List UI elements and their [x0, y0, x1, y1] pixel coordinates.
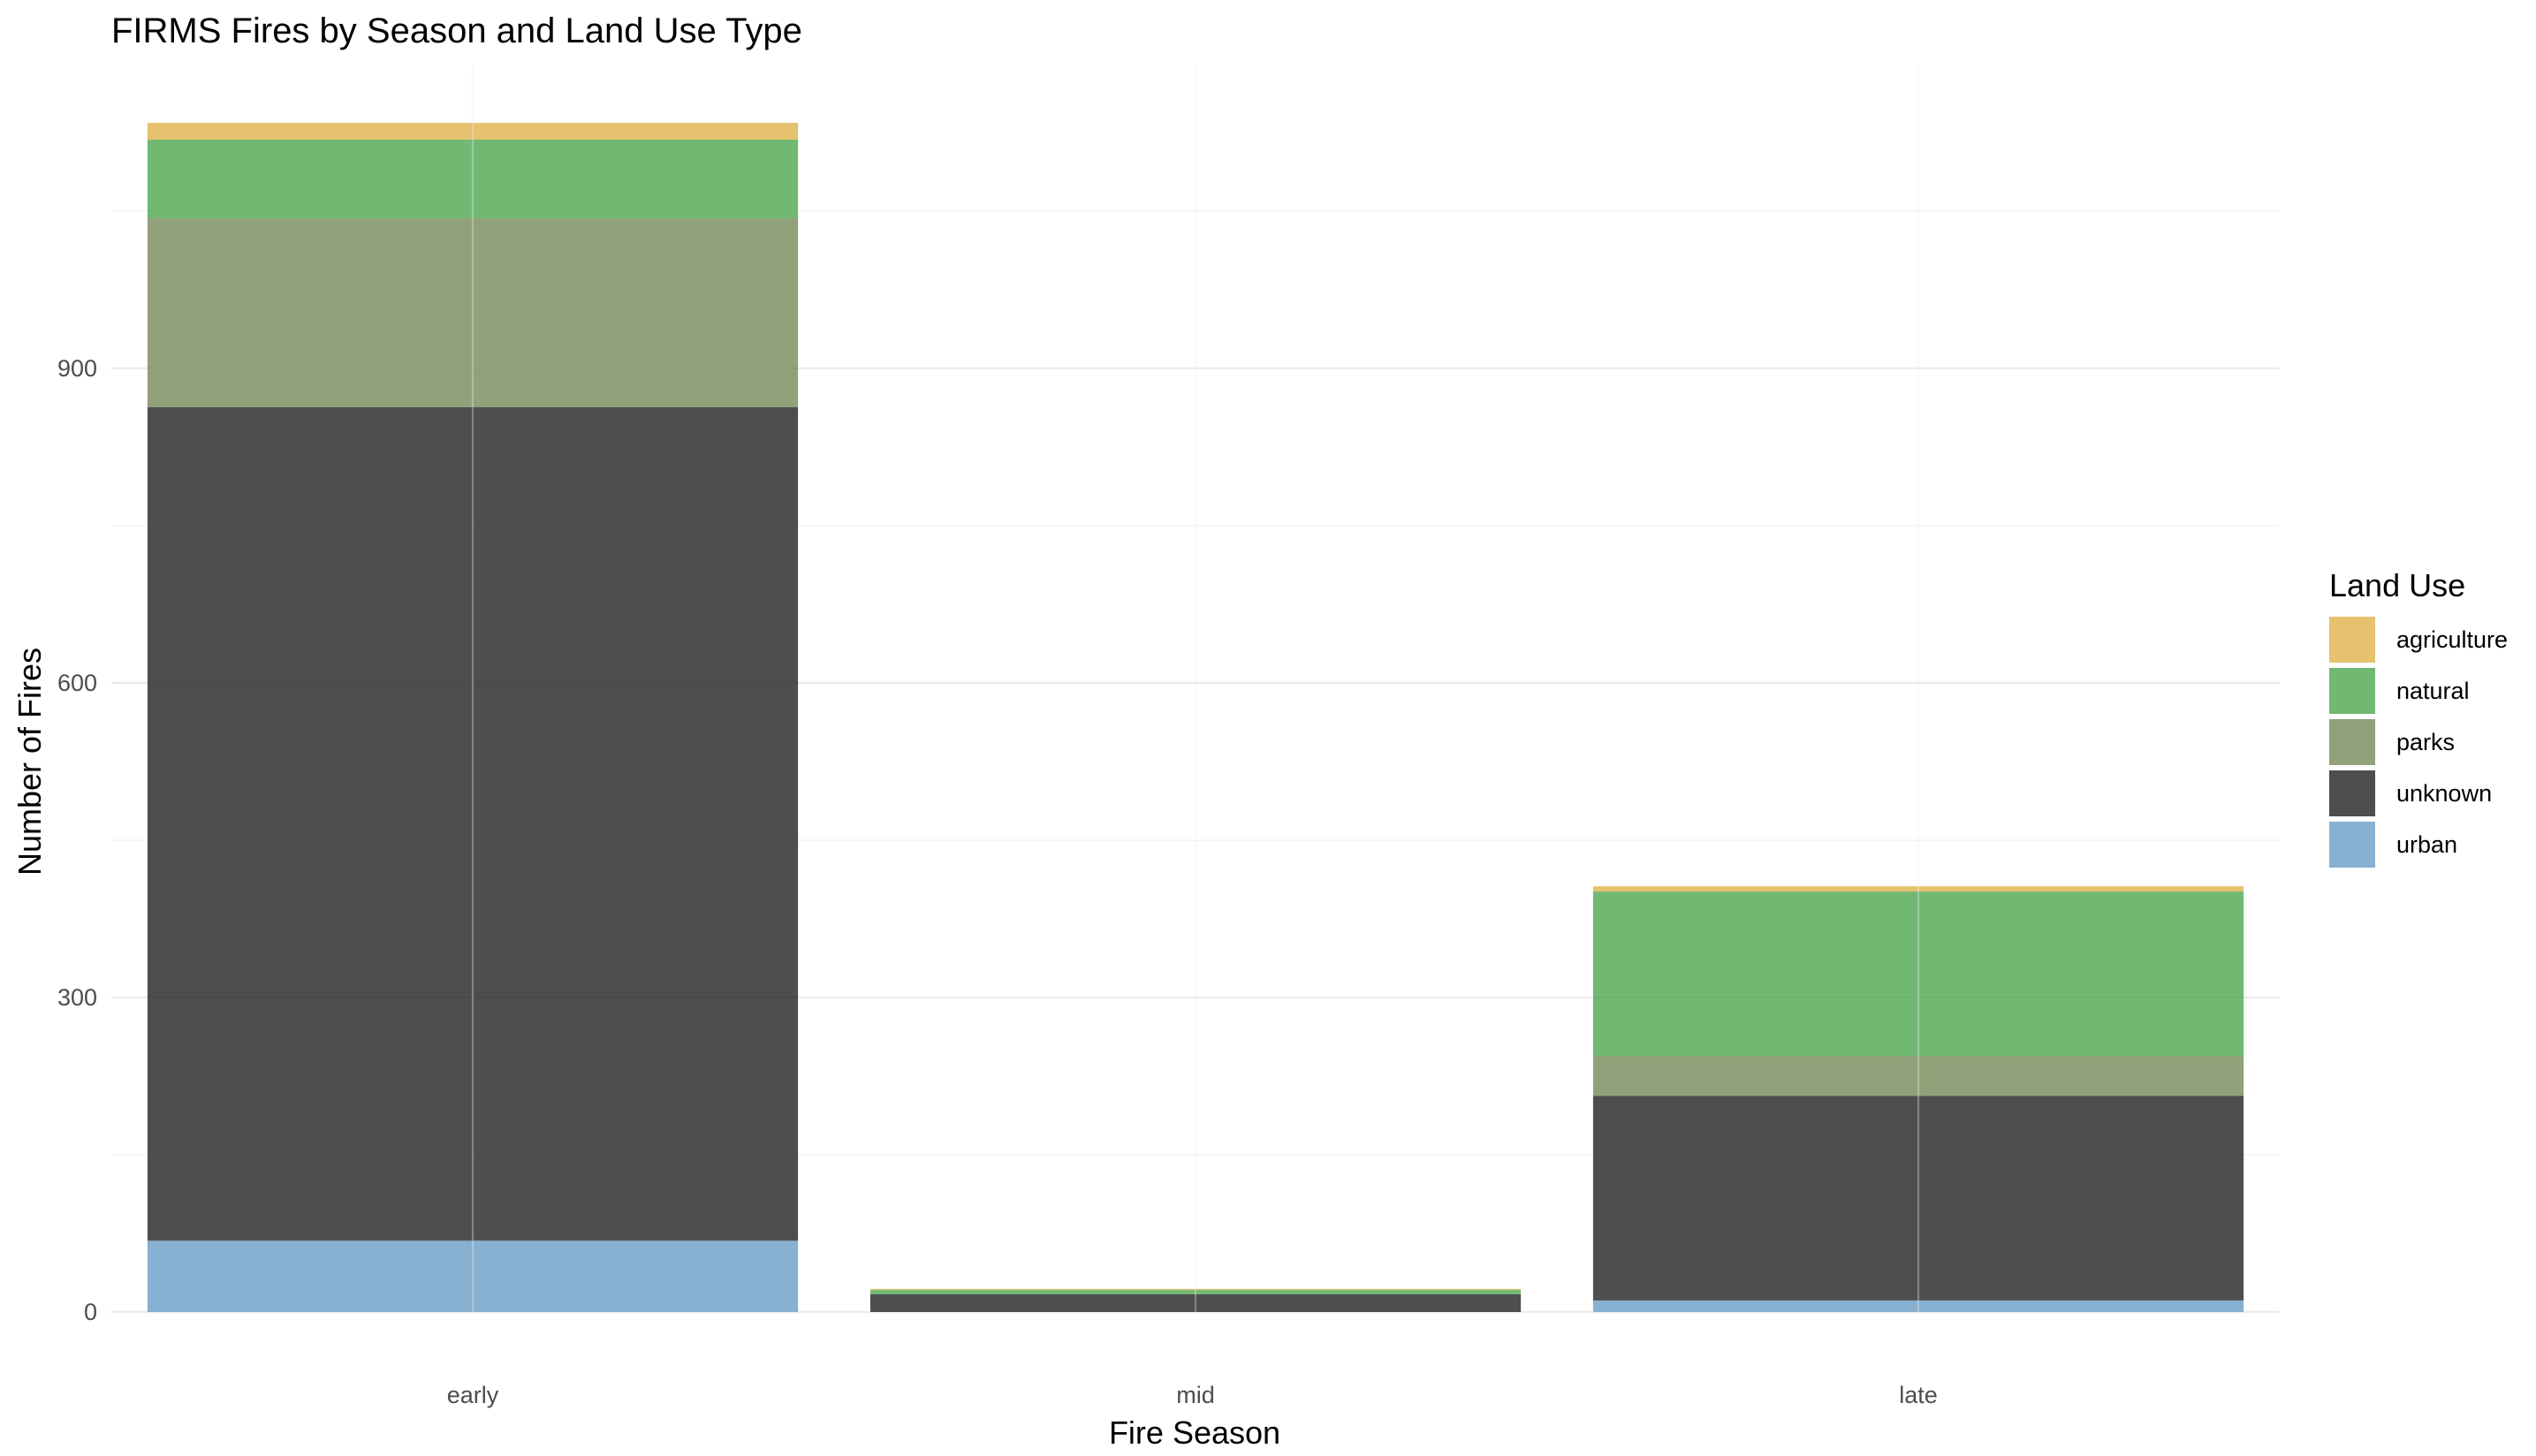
legend-label-urban: urban: [2396, 831, 2457, 858]
bar-segment-early-parks: [147, 218, 799, 407]
x-tick-label-early: early: [447, 1382, 499, 1408]
y-tick-label: 900: [57, 355, 97, 382]
chart-title: FIRMS Fires by Season and Land Use Type: [111, 11, 802, 50]
legend-title: Land Use: [2329, 567, 2465, 603]
legend-swatch-natural: [2329, 668, 2375, 714]
legend-swatch-agriculture: [2329, 617, 2375, 663]
x-tick-label-mid: mid: [1176, 1382, 1215, 1408]
y-axis-ticks: 0 300 600 900: [57, 355, 97, 1325]
legend-swatch-unknown: [2329, 770, 2375, 816]
bar-segment-mid-natural: [869, 1290, 1522, 1294]
bar-segment-early-natural: [147, 140, 799, 219]
bar-segment-late-unknown: [1592, 1096, 2244, 1301]
legend-label-unknown: unknown: [2396, 780, 2492, 807]
x-tick-label-late: late: [1899, 1382, 1938, 1408]
x-axis-ticks: early mid late: [447, 1382, 1938, 1408]
y-tick-label: 300: [57, 984, 97, 1011]
y-axis-title: Number of Fires: [11, 648, 48, 876]
legend-label-parks: parks: [2396, 729, 2455, 755]
legend-label-natural: natural: [2396, 678, 2470, 704]
bar-segment-late-agriculture: [1592, 886, 2244, 892]
legend-items: agriculture natural parks unknown urban: [2329, 617, 2508, 868]
bar-segment-late-natural: [1592, 891, 2244, 1057]
bar-segment-early-agriculture: [147, 123, 799, 140]
legend-label-agriculture: agriculture: [2396, 626, 2508, 653]
bar-segment-mid-agriculture: [869, 1288, 1522, 1291]
x-grid-overlay: [471, 66, 1920, 1312]
y-tick-label: 600: [57, 670, 97, 696]
legend-swatch-urban: [2329, 822, 2375, 868]
legend-swatch-parks: [2329, 719, 2375, 765]
bar-segment-early-unknown: [147, 406, 799, 1241]
bar-segment-late-parks: [1592, 1056, 2244, 1096]
bar-segment-late-urban: [1592, 1300, 2244, 1312]
legend: Land Use agriculture natural parks unknown u…: [2329, 567, 2508, 868]
y-tick-label: 0: [84, 1299, 97, 1325]
bar-segment-mid-unknown: [869, 1293, 1522, 1312]
bar-segment-early-urban: [147, 1240, 799, 1312]
bars: [147, 123, 2244, 1312]
x-axis-title: Fire Season: [1109, 1414, 1280, 1451]
